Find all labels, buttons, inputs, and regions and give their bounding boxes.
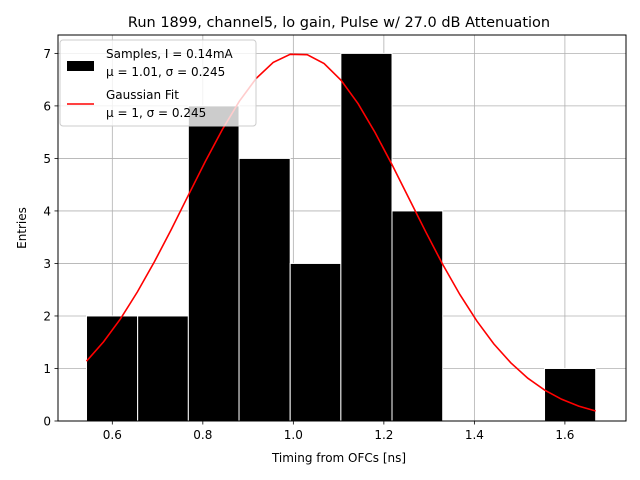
legend-fit-label: Gaussian Fit bbox=[106, 88, 179, 102]
y-tick-label: 5 bbox=[43, 152, 51, 166]
legend-box bbox=[59, 39, 257, 127]
legend-fit-stats: μ = 1, σ = 0.245 bbox=[106, 106, 206, 120]
y-tick-label: 6 bbox=[43, 99, 51, 113]
legend-samples-swatch bbox=[67, 61, 94, 71]
y-axis-ticks: 0 1 2 3 4 5 6 7 bbox=[43, 47, 58, 429]
x-tick-label: 1.0 bbox=[284, 428, 303, 442]
y-tick-label: 7 bbox=[43, 47, 51, 61]
histogram-bar bbox=[391, 210, 444, 422]
histogram-bars bbox=[86, 52, 597, 422]
histogram-bar bbox=[340, 52, 393, 422]
y-tick-label: 0 bbox=[43, 415, 51, 429]
histogram-bar bbox=[137, 315, 189, 422]
x-axis-ticks: 0.6 0.8 1.0 1.2 1.4 1.6 bbox=[103, 421, 574, 442]
y-tick-label: 1 bbox=[43, 362, 51, 376]
y-tick-label: 3 bbox=[43, 257, 51, 271]
x-tick-label: 0.8 bbox=[193, 428, 212, 442]
histogram-bar bbox=[289, 262, 342, 422]
y-tick-label: 4 bbox=[43, 204, 51, 218]
legend: Samples, I = 0.14mA μ = 1.01, σ = 0.245 … bbox=[59, 39, 257, 127]
histogram-bar bbox=[187, 105, 240, 422]
legend-samples-label: Samples, I = 0.14mA bbox=[106, 47, 234, 61]
y-tick-label: 2 bbox=[43, 309, 51, 323]
histogram-bar bbox=[238, 157, 291, 422]
y-axis-label: Entries bbox=[15, 207, 29, 249]
x-tick-label: 0.6 bbox=[103, 428, 122, 442]
histogram-bar bbox=[86, 315, 139, 422]
chart-title: Run 1899, channel5, lo gain, Pulse w/ 27… bbox=[128, 15, 550, 31]
plot-frame bbox=[57, 34, 627, 422]
x-tick-label: 1.6 bbox=[555, 428, 574, 442]
x-tick-label: 1.4 bbox=[465, 428, 484, 442]
gaussian-fit-line bbox=[85, 53, 596, 412]
x-tick-label: 1.2 bbox=[374, 428, 393, 442]
legend-samples-stats: μ = 1.01, σ = 0.245 bbox=[106, 65, 225, 79]
x-axis-label: Timing from OFCs [ns] bbox=[271, 451, 406, 465]
